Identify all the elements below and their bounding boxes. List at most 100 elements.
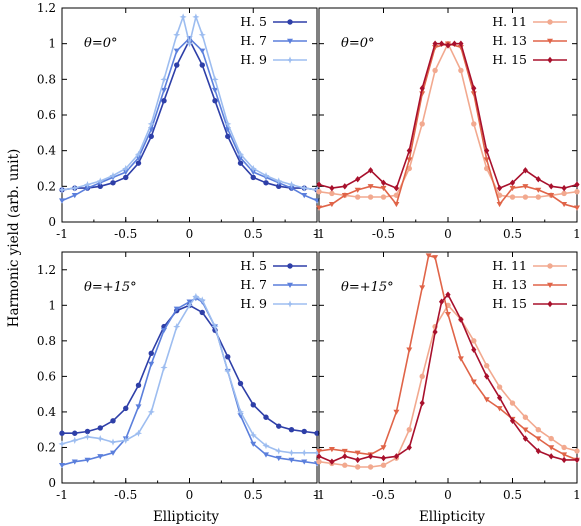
- data-point: [97, 183, 103, 190]
- data-point: [393, 201, 400, 208]
- data-point: [301, 193, 308, 199]
- legend-label: H. 13: [492, 277, 527, 292]
- data-point: [522, 184, 529, 190]
- series-h-11: [316, 40, 580, 200]
- data-point: [329, 458, 335, 465]
- data-point: [249, 164, 257, 173]
- data-point: [288, 457, 295, 463]
- data-point: [342, 462, 348, 468]
- panel-annotation: θ=+15°: [341, 280, 394, 295]
- data-point: [535, 436, 542, 442]
- data-point: [341, 193, 348, 199]
- data-point: [380, 445, 387, 451]
- x-tick-label: 1: [313, 488, 321, 502]
- data-point: [522, 414, 529, 420]
- data-point: [122, 436, 130, 444]
- data-point: [96, 434, 104, 443]
- data-point: [355, 464, 361, 470]
- x-tick-label: -0.5: [372, 227, 395, 241]
- series-line: [318, 42, 578, 189]
- data-point: [300, 184, 308, 192]
- data-point: [548, 193, 555, 199]
- x-tick-label: 1: [573, 488, 581, 502]
- data-point: [496, 384, 503, 390]
- data-point: [406, 347, 413, 353]
- data-point: [148, 133, 154, 140]
- data-point: [471, 121, 477, 127]
- data-point: [458, 67, 464, 74]
- legend-label: H. 11: [492, 258, 527, 273]
- data-point: [236, 408, 245, 416]
- data-point: [432, 67, 438, 74]
- data-point: [161, 327, 167, 334]
- panel-2: -1 -0.5 0 0.5 1 θ=0° H. 11 H. 13 H. 15: [313, 7, 581, 241]
- x-tick-label: 0: [186, 488, 194, 502]
- data-point: [496, 192, 503, 198]
- panel-4: -1 -0.5 0 0.5 1 θ=+15° H. 11 H. 13 H. 15: [313, 251, 581, 502]
- legend-marker: [547, 56, 553, 64]
- data-point: [71, 436, 79, 444]
- data-point: [328, 201, 335, 208]
- data-point: [496, 201, 503, 208]
- data-point: [432, 328, 438, 336]
- data-point: [432, 40, 438, 47]
- data-point: [483, 397, 490, 403]
- data-point: [522, 427, 529, 433]
- data-point: [147, 408, 155, 416]
- legend-marker: [287, 282, 293, 288]
- data-point: [509, 194, 516, 200]
- x-tick-label: 0: [186, 227, 194, 241]
- data-point: [263, 452, 269, 458]
- legend-entry-h-13: H. 13: [492, 277, 567, 292]
- data-point: [212, 87, 218, 94]
- data-point: [380, 194, 387, 200]
- data-point: [71, 184, 79, 192]
- panel-3: -1 -0.5 0 0.5 1 0 0.2 0.4 0.6 0.8 1 1.2 θ=+15° H. 5 H.…: [37, 251, 321, 502]
- data-point: [484, 165, 490, 172]
- data-point: [535, 447, 541, 455]
- data-point: [84, 457, 91, 463]
- legend-label: H. 9: [240, 296, 267, 311]
- legend-label: H. 9: [240, 52, 267, 67]
- data-point: [367, 464, 374, 470]
- legend-entry-h-13: H. 13: [492, 33, 567, 48]
- data-point: [148, 361, 155, 367]
- data-point: [224, 367, 232, 375]
- data-point: [97, 454, 104, 460]
- data-point: [496, 406, 503, 412]
- data-point: [122, 164, 130, 173]
- data-point: [71, 459, 78, 465]
- data-point: [173, 306, 180, 312]
- legend-entry-h-9: H. 9: [240, 296, 307, 311]
- data-point: [406, 426, 412, 433]
- data-point: [173, 31, 181, 39]
- data-point: [419, 373, 425, 380]
- y-tick-label: 0: [48, 215, 56, 229]
- data-point: [185, 40, 194, 48]
- data-point: [58, 440, 66, 448]
- data-point: [354, 450, 361, 456]
- data-point: [185, 301, 194, 309]
- data-point: [97, 425, 103, 431]
- y-tick-label: 1.2: [37, 1, 56, 15]
- data-point: [380, 179, 387, 186]
- data-point: [275, 447, 283, 455]
- data-point: [574, 205, 580, 211]
- data-point: [179, 13, 187, 21]
- data-point: [509, 179, 516, 186]
- series-h-15: [316, 291, 580, 465]
- data-point: [249, 431, 257, 439]
- data-point: [262, 172, 270, 180]
- y-tick-label: 0.2: [37, 440, 56, 454]
- data-point: [314, 430, 320, 436]
- data-point: [406, 157, 413, 163]
- x-tick-label: 0: [444, 488, 452, 502]
- legend-marker: [547, 38, 553, 44]
- x-tick-label: -1: [313, 488, 325, 502]
- data-point: [470, 379, 477, 385]
- data-point: [58, 186, 66, 194]
- data-point: [497, 184, 503, 192]
- data-point: [458, 40, 464, 47]
- data-point: [354, 187, 361, 193]
